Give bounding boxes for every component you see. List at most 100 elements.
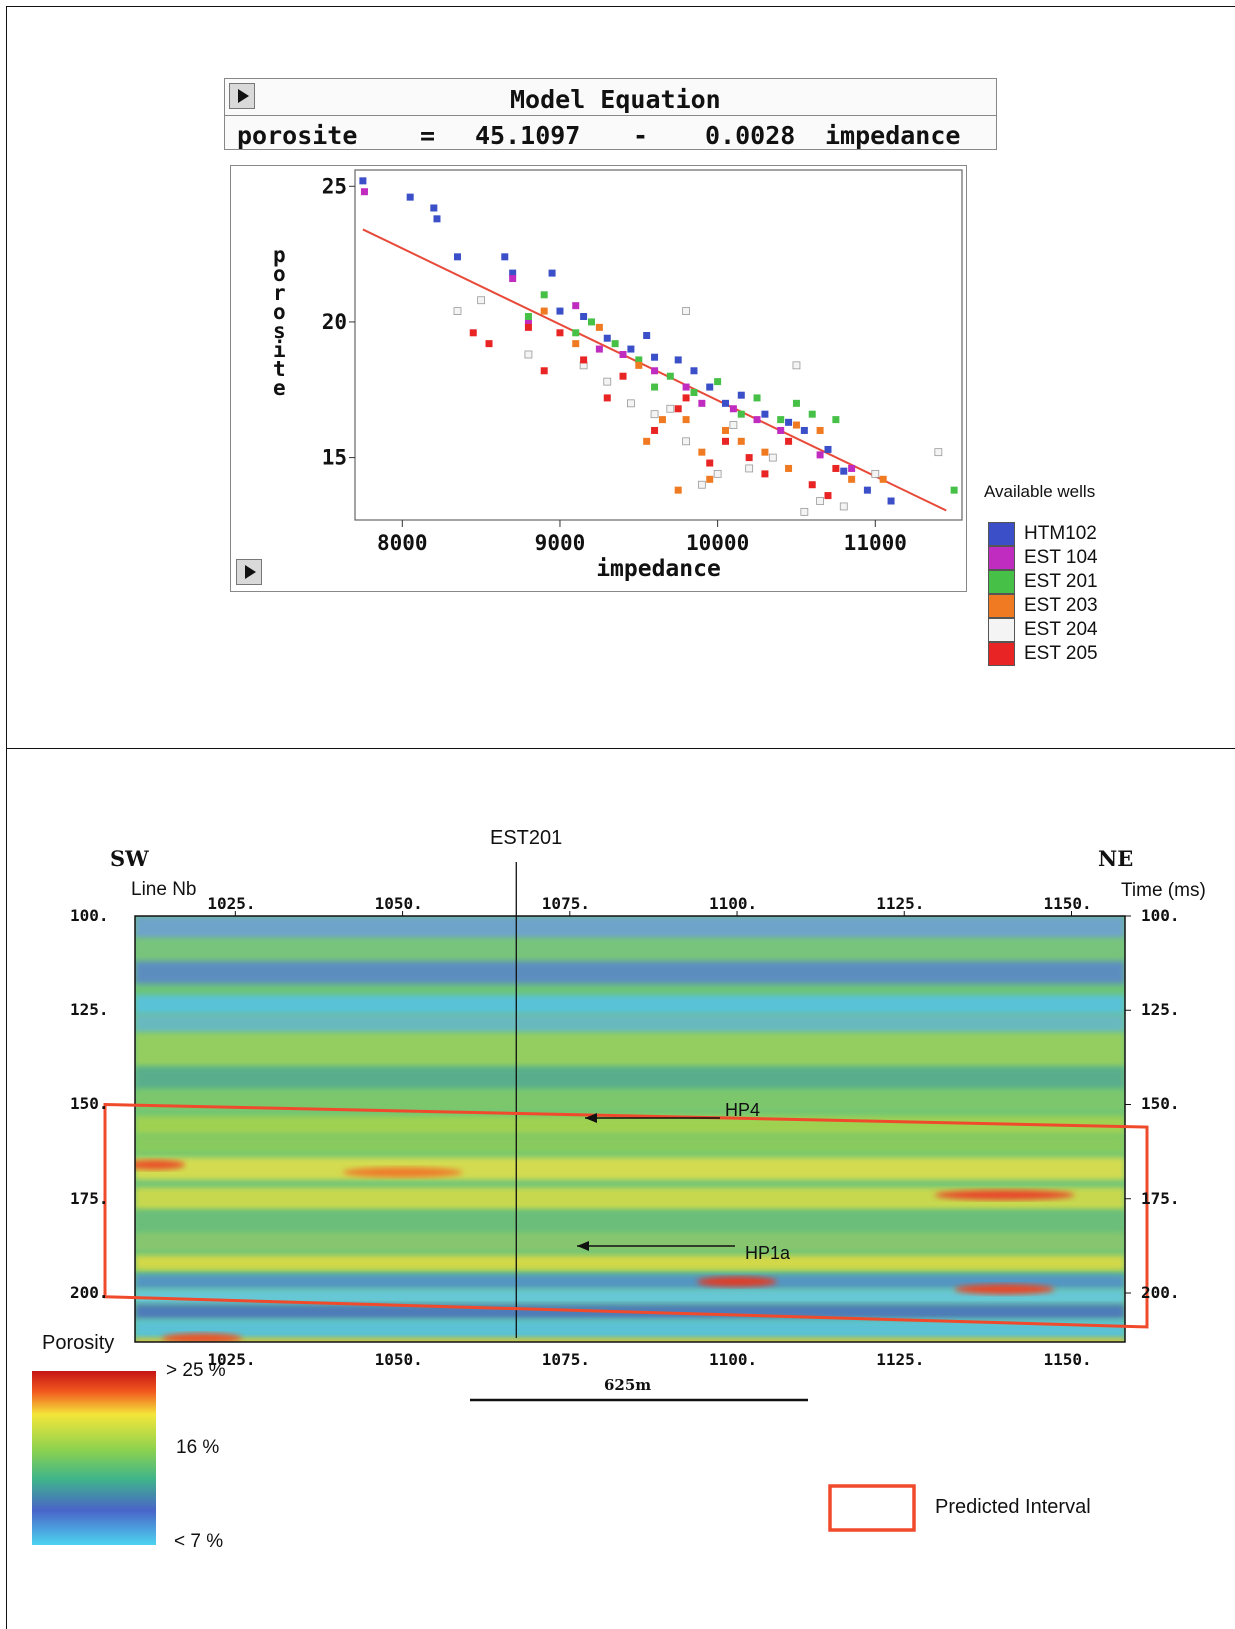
cdp-tick-bottom: 1025. [207,1350,256,1369]
data-point [745,464,754,473]
data-point [729,421,738,429]
data-point [682,307,690,315]
cdp-tick-top: 1025. [207,894,256,913]
model-equation-header: Model Equation [225,79,996,116]
section-band [135,1032,1125,1067]
porosity-hotspot [342,1167,463,1178]
section-band [135,938,1125,962]
data-point [713,469,722,478]
legend-swatch [988,618,1015,642]
data-point [643,437,651,445]
data-point [737,391,745,399]
section-band [135,1134,1125,1154]
cdp-tick-top: 1050. [374,894,423,913]
porosity-hotspot [135,1159,186,1170]
data-point [548,269,556,277]
data-point [666,372,674,380]
data-point [863,486,871,494]
data-point [651,426,659,434]
data-point [580,313,588,321]
section-band [135,1157,1125,1180]
data-point [635,361,643,369]
legend-swatch [988,594,1015,618]
legend-label: EST 104 [1024,547,1098,568]
data-point [572,329,580,337]
data-point [359,177,367,185]
data-point [698,448,706,456]
data-point [816,426,824,434]
cdp-tick-top: 1125. [876,894,925,913]
legend-label: EST 203 [1024,595,1098,616]
horizon-arrowhead [585,1113,597,1123]
data-point [879,475,887,483]
y-axis-letter: r [273,281,286,305]
y-axis-letter: s [273,319,286,343]
x-axis-label: impedance [596,556,721,582]
x-tick-label: 11000 [844,531,907,555]
well-label: EST201 [490,827,563,849]
section-frame [134,915,1126,1343]
data-point [430,204,438,212]
data-point [697,480,706,489]
data-point [651,383,659,391]
legend-swatch [988,642,1015,666]
legend-swatch [988,522,1015,546]
legend-swatch [988,570,1015,594]
time-tick-left: 150. [70,1094,109,1114]
y-tick-label: 25 [322,174,347,198]
play-icon-plot[interactable] [236,559,262,585]
data-point [816,451,824,459]
time-tick-left: 125. [70,1000,109,1020]
data-point [619,350,627,358]
data-point [832,416,840,424]
time-tick-right: 175. [1141,1188,1180,1208]
data-point [556,307,564,315]
section-band [135,995,1125,1015]
data-point [674,486,682,494]
data-point [745,454,753,462]
data-point [824,445,832,453]
y-axis-letter: o [273,300,286,324]
data-point [572,340,580,348]
legend-label: EST 201 [1024,571,1098,592]
plot-area [354,169,963,521]
data-point [682,383,690,391]
data-point [540,307,548,315]
legend-label: EST 205 [1024,643,1098,664]
data-point [808,410,816,418]
y-axis-letter: p [273,243,286,267]
play-icon[interactable] [229,83,255,109]
data-point [785,437,793,445]
time-tick-left: 200. [70,1282,109,1302]
data-point [832,464,840,472]
top-panel-frame [6,6,1235,749]
data-point [792,399,800,407]
data-point [761,470,769,478]
data-point [651,367,659,375]
data-point [777,426,785,434]
porosity-hotspot [934,1189,1075,1200]
cdp-tick-top: 1150. [1043,894,1092,913]
data-point [690,367,698,375]
legend-label: HTM102 [1024,523,1097,544]
time-tick-right: 200. [1141,1282,1180,1302]
data-point [611,340,619,348]
data-point [753,416,761,424]
data-point [509,275,517,283]
data-point [824,492,832,500]
equation-rhs: impedance [825,121,961,150]
data-point [706,475,714,483]
y-tick-label: 20 [322,310,347,334]
data-point [722,426,730,434]
time-tick-left: 175. [70,1188,109,1208]
scale-bar-label: 625m [604,1376,652,1394]
section-band [135,916,1125,939]
equation-lhs: porosite [237,121,358,150]
legend-label: EST 204 [1024,619,1098,640]
data-point [453,307,462,315]
data-point [698,399,706,407]
y-axis-letter: o [273,262,286,286]
data-point [627,399,635,408]
time-tick-right: 150. [1141,1094,1180,1114]
cdp-tick-top: 1075. [541,894,590,913]
